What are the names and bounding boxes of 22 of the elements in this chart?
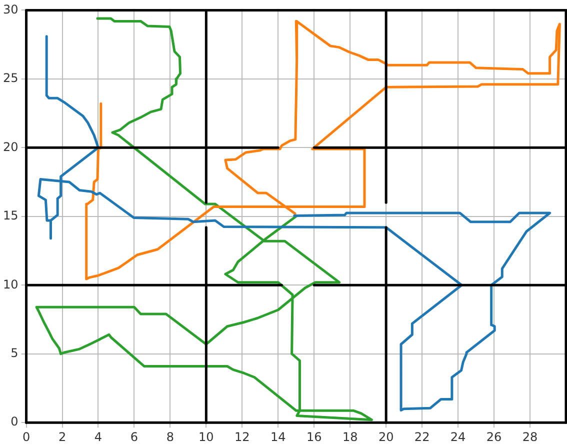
- x-tick-label: 22: [414, 430, 430, 444]
- x-tick-label: 14: [270, 430, 286, 444]
- x-tick-label: 16: [306, 430, 322, 444]
- x-tick-label: 0: [22, 430, 30, 444]
- x-tick-label: 26: [486, 430, 502, 444]
- x-tick-label: 2: [58, 430, 66, 444]
- x-tick-label: 28: [522, 430, 538, 444]
- y-tick-label: 5: [10, 346, 18, 360]
- y-tick-label: 25: [2, 71, 18, 86]
- x-tick-label: 8: [166, 430, 174, 444]
- x-tick-label: 4: [94, 430, 102, 444]
- x-tick-label: 12: [234, 430, 250, 444]
- x-tick-label: 18: [342, 430, 358, 444]
- x-tick-label: 6: [130, 430, 138, 444]
- x-tick-label: 20: [378, 430, 394, 444]
- y-tick-label: 10: [2, 277, 18, 292]
- y-tick-label: 15: [2, 208, 18, 223]
- x-tick-label: 10: [198, 430, 214, 444]
- y-tick-label: 0: [10, 414, 18, 429]
- y-tick-label: 20: [2, 140, 18, 154]
- y-tick-label: 30: [2, 2, 18, 16]
- x-tick-label: 24: [450, 430, 466, 444]
